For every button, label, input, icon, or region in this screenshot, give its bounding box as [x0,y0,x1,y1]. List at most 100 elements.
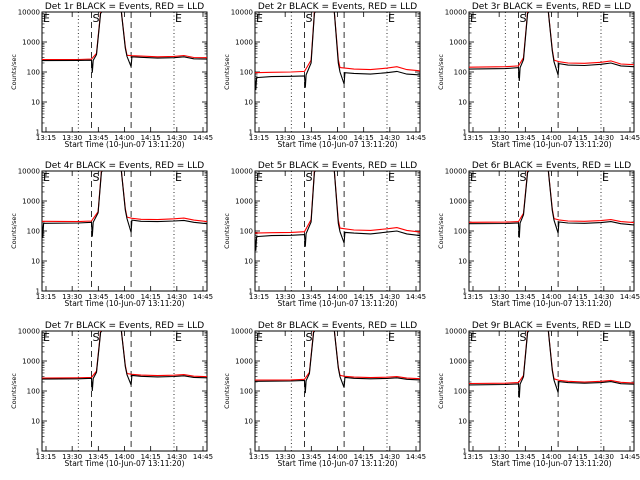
marker-label: E [43,331,50,344]
panel-title: Det 2r BLACK = Events, RED = LLD [258,2,417,12]
plot-frame [41,11,208,133]
series-black-line [255,171,420,251]
series-red-line [469,171,634,224]
x-tick-label: 14:15 [141,293,161,301]
series-red-line [255,331,420,381]
x-tick-label: 13:15 [463,453,483,461]
panel-2: Det 2r BLACK = Events, RED = LLD 1 10 100 10… [223,2,426,149]
y-tick-label: 1000 [449,198,467,206]
x-axis-label: Start Time (10-Jun-07 13:11:20) [65,140,185,149]
y-tick-label: 10000 [18,328,40,336]
y-tick-label: 1 [249,288,253,296]
panel-title: Det 4r BLACK = Events, RED = LLD [45,161,204,171]
series-black-line [469,12,634,82]
x-tick-label: 13:45 [515,293,535,301]
y-tick-label: 100 [240,228,253,236]
x-tick-label: 14:45 [406,453,426,461]
y-tick-label: 100 [27,228,40,236]
y-axis-label: Counts/sec [223,213,231,249]
plot-frame [468,170,635,292]
y-axis-label: Counts/sec [223,54,231,90]
y-tick-label: 100 [454,228,467,236]
x-tick-label: 14:00 [541,293,561,301]
y-axis-label: Counts/sec [437,373,445,409]
y-tick-label: 10 [458,258,467,266]
y-tick-label: 1000 [22,39,40,47]
marker-label: E [470,331,477,344]
plot-frame [41,170,208,292]
y-tick-label: 1000 [235,198,253,206]
x-tick-label: 14:15 [141,134,161,142]
panel-5: Det 5r BLACK = Events, RED = LLD 1 10 100 10… [223,161,426,308]
series-black-line [42,171,207,238]
plot-frame [41,330,208,452]
x-tick-label: 13:45 [88,134,108,142]
plot-frame [254,330,421,452]
series-red-line [255,12,420,74]
y-tick-label: 1 [463,448,467,456]
x-tick-label: 14:00 [114,453,134,461]
x-tick-label: 13:30 [62,293,82,301]
y-tick-label: 1000 [449,39,467,47]
y-tick-label: 1 [249,129,253,137]
marker-label: E [175,171,182,184]
marker-label: S [520,171,527,184]
series-red-line [469,331,634,385]
series-black-line [469,331,634,398]
marker-label: E [256,331,263,344]
x-tick-label: 13:15 [463,293,483,301]
x-tick-label: 14:00 [541,134,561,142]
x-tick-label: 13:45 [301,293,321,301]
series-black-line [42,331,207,392]
marker-label: S [306,171,313,184]
y-tick-label: 10000 [231,328,253,336]
x-tick-label: 13:15 [463,134,483,142]
x-axis-label: Start Time (10-Jun-07 13:11:20) [65,459,185,468]
y-tick-label: 10000 [445,168,467,176]
x-tick-label: 13:45 [88,453,108,461]
x-tick-label: 13:15 [249,293,269,301]
y-tick-label: 10000 [18,9,40,17]
marker-label: S [306,331,313,344]
x-tick-label: 14:00 [541,453,561,461]
series-black-line [469,171,634,238]
panel-title: Det 5r BLACK = Events, RED = LLD [258,161,417,171]
y-tick-label: 10 [31,418,40,426]
marker-label: E [43,171,50,184]
marker-label: S [93,12,100,25]
y-tick-label: 10 [458,99,467,107]
y-axis-label: Counts/sec [437,54,445,90]
x-tick-label: 14:30 [167,134,187,142]
marker-label: E [388,331,395,344]
marker-label: E [175,12,182,25]
y-tick-label: 100 [27,388,40,396]
x-tick-label: 13:15 [36,453,56,461]
x-tick-label: 13:30 [489,293,509,301]
x-tick-label: 14:45 [620,134,640,142]
x-tick-label: 13:30 [275,453,295,461]
x-tick-label: 13:45 [88,293,108,301]
panel-title: Det 6r BLACK = Events, RED = LLD [472,161,631,171]
x-tick-label: 14:30 [594,134,614,142]
x-tick-label: 13:45 [515,453,535,461]
y-tick-label: 1 [463,288,467,296]
y-tick-label: 10 [31,99,40,107]
x-tick-label: 14:30 [380,134,400,142]
series-red-line [42,331,207,379]
marker-label: S [306,12,313,25]
panel-8: Det 8r BLACK = Events, RED = LLD 1 10 100 10… [223,321,426,468]
x-axis-label: Start Time (10-Jun-07 13:11:20) [492,299,612,308]
marker-label: E [43,12,50,25]
x-axis-label: Start Time (10-Jun-07 13:11:20) [492,140,612,149]
y-tick-label: 1 [36,448,40,456]
x-tick-label: 14:45 [193,134,213,142]
y-tick-label: 10000 [231,9,253,17]
x-tick-label: 14:15 [568,134,588,142]
panel-6: Det 6r BLACK = Events, RED = LLD 1 10 100 10… [437,161,640,308]
x-tick-label: 13:45 [301,453,321,461]
panel-title: Det 3r BLACK = Events, RED = LLD [472,2,631,12]
marker-label: E [470,171,477,184]
x-tick-label: 13:30 [62,453,82,461]
x-tick-label: 13:30 [489,453,509,461]
